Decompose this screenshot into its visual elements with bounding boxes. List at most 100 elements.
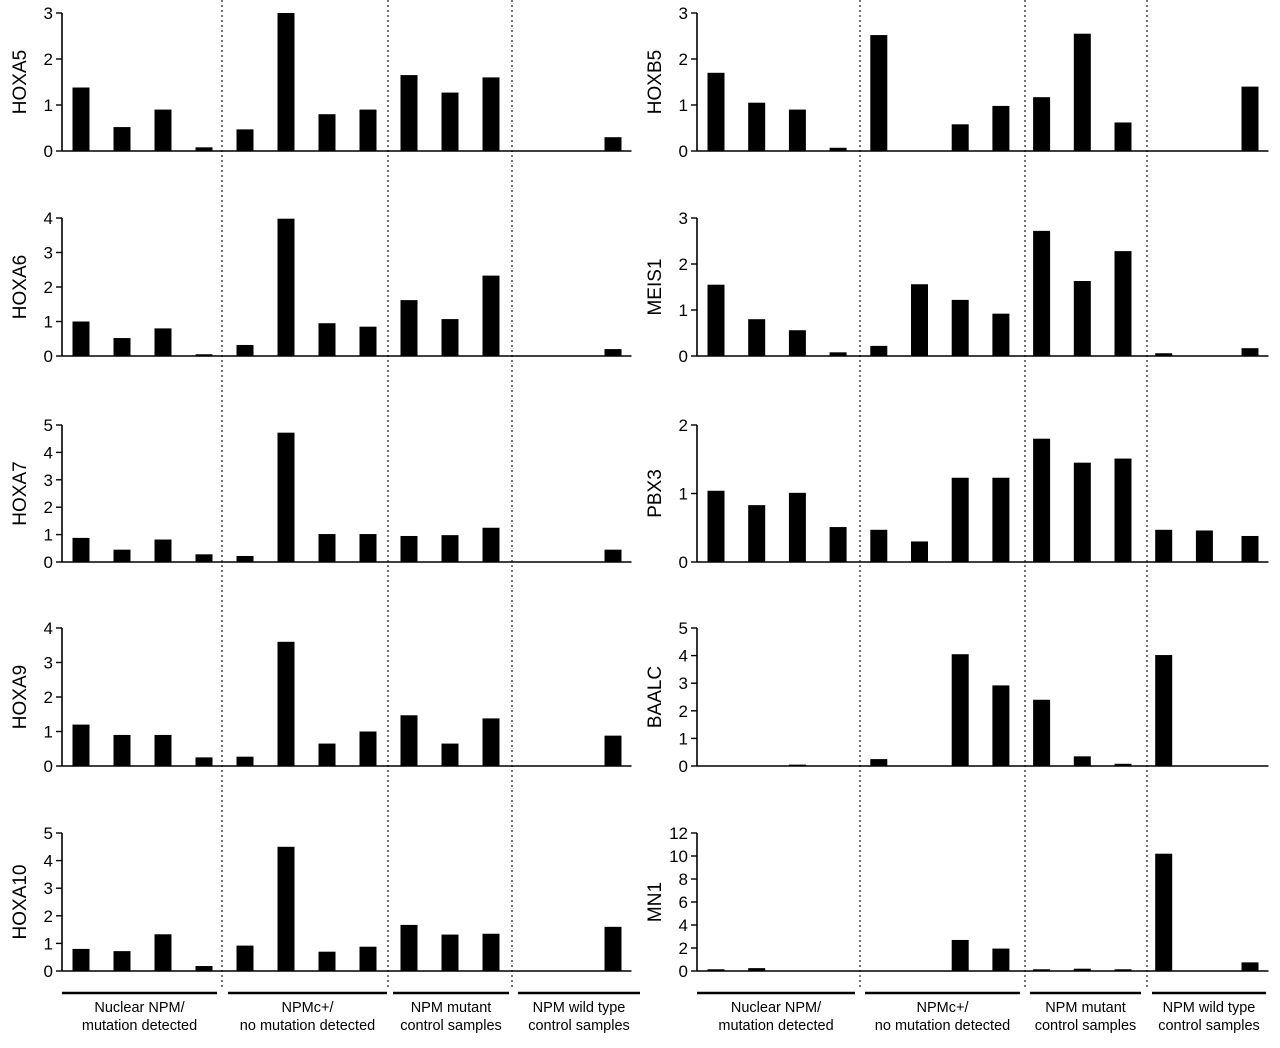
group-label-line1: NPM wild type [1163,1000,1256,1016]
group-label-line2: no mutation detected [875,1018,1010,1034]
bar [829,527,847,562]
bar [154,328,172,356]
bar [441,743,459,766]
y-tick-label: 0 [679,347,688,366]
bar [748,968,766,971]
y-tick-label: 1 [679,301,688,320]
bar [113,951,131,971]
bar [400,300,418,356]
y-axis-label: BAALC [645,666,666,728]
bar [1073,462,1091,562]
bar [195,757,213,766]
y-axis-label: HOXA7 [10,461,31,525]
y-tick-label: 2 [679,702,688,721]
bar [113,734,131,766]
bar [992,105,1010,151]
group-label-line2: mutation detected [82,1018,197,1034]
y-tick-label: 2 [44,50,53,69]
bar [1241,962,1259,971]
y-tick-label: 1 [44,313,53,332]
bar [992,477,1010,562]
y-tick-label: 0 [679,142,688,161]
bar [318,951,336,971]
bar [154,934,172,971]
y-tick-label: 1 [679,729,688,748]
y-tick-label: 12 [669,824,688,843]
bar [359,109,377,151]
y-tick-label: 3 [679,674,688,693]
bar [236,756,254,766]
chart-hoxa10: 0 1 2 3 4 5 HOXA10 [10,824,632,981]
y-tick-label: 5 [44,416,53,435]
bar [72,724,90,766]
bar [1073,968,1091,971]
bar [195,354,213,356]
y-tick-label: 3 [44,879,53,898]
bar [318,534,336,562]
y-tick-label: 2 [679,939,688,958]
bar [236,129,254,151]
bar [707,72,725,151]
y-tick-label: 3 [44,654,53,673]
bar [318,743,336,766]
bar [829,147,847,151]
bar [195,147,213,151]
group-label-line1: NPM mutant [1045,1000,1126,1016]
bar [829,352,847,356]
bar [911,284,928,356]
bar [1033,438,1051,562]
bar [277,13,295,151]
y-tick-label: 0 [44,553,53,572]
y-tick-label: 2 [44,688,53,707]
y-axis-label: PBX3 [645,469,666,518]
y-tick-label: 3 [44,4,53,23]
bar [359,731,377,766]
y-tick-label: 0 [44,347,53,366]
group-label-line1: Nuclear NPM/ [94,1000,185,1016]
bar [951,124,969,151]
chart-hoxa9: 0 1 2 3 4 HOXA9 [10,619,632,776]
bar [72,87,90,151]
bar [870,35,888,151]
y-tick-label: 1 [679,485,688,504]
y-tick-label: 2 [44,907,53,926]
y-tick-label: 4 [44,852,53,871]
y-tick-label: 0 [44,757,53,776]
y-tick-label: 4 [44,619,53,638]
bar [441,92,459,151]
bar [113,127,131,151]
y-tick-label: 1 [44,526,53,545]
bar [1114,251,1132,356]
bar [441,934,459,971]
bar [788,764,806,766]
bar [72,537,90,562]
y-tick-label: 3 [44,471,53,490]
chart-hoxa7: 0 1 2 3 4 5 HOXA7 [10,416,632,572]
chart-hoxa6: 0 1 2 3 4 HOXA6 [10,209,632,366]
bar [604,735,622,766]
y-tick-label: 1 [44,934,53,953]
y-tick-label: 2 [679,50,688,69]
group-label-line2: no mutation detected [240,1018,375,1034]
bar [482,275,500,356]
group-label-line1: Nuclear NPM/ [731,1000,822,1016]
group-label-line1: NPM mutant [411,1000,492,1016]
y-tick-label: 8 [679,870,688,889]
bar [359,534,377,562]
bar [951,939,969,971]
bar [1155,529,1173,562]
bar [748,505,766,562]
group-label-line1: NPMc+/ [917,1000,970,1016]
chart-hoxb5: 0 1 2 3 HOXB5 [645,4,1269,161]
bar [400,75,418,151]
bar [154,734,172,766]
y-tick-label: 0 [679,553,688,572]
chart-pbx3: 0 1 2 PBX3 [645,416,1269,572]
bar [1155,853,1173,971]
bar [400,535,418,562]
bar [277,641,295,766]
bar [1033,97,1051,151]
bar [482,718,500,766]
bar [604,349,622,356]
